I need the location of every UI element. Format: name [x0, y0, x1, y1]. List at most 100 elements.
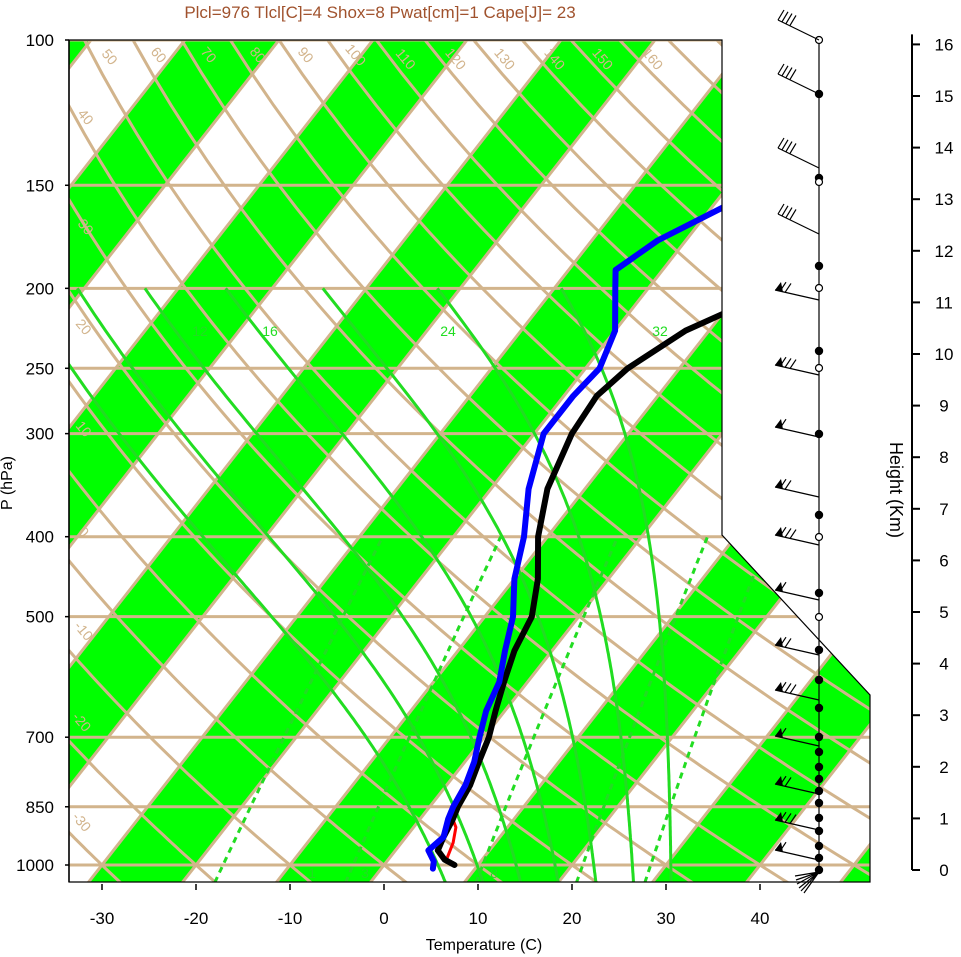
wind-level-open-dot [814, 177, 824, 187]
wind-level-open-dot [814, 283, 824, 293]
isotherm-label: 20 [73, 316, 95, 338]
chart-title: Plcl=976 Tlcl[C]=4 Shox=8 Pwat[cm]=1 Cap… [184, 3, 575, 22]
pressure-tick-label: 1000 [16, 856, 54, 875]
isotherm-line [79, 40, 780, 882]
dry-adiabat [69, 40, 709, 882]
wind-barb-feather [779, 478, 787, 489]
moist-adiabat [321, 287, 598, 882]
wind-barb-feather [779, 775, 787, 786]
height-tick-label: 9 [939, 397, 948, 416]
wind-barb-feather [789, 209, 797, 220]
wind-barb-feather [779, 811, 787, 822]
wind-barb-feather [784, 813, 792, 823]
mixing-ratio-line [213, 536, 384, 882]
temperature-band [644, 40, 870, 882]
moist-adiabat [559, 287, 673, 882]
wind-level-dot [814, 588, 824, 598]
wind-level-dot [814, 346, 824, 356]
wind-level-open-dot [814, 363, 824, 373]
wind-barb-feather [789, 15, 797, 26]
dry-adiabat [158, 40, 870, 882]
wind-barb-feather [789, 359, 797, 369]
dry-adiabat [69, 40, 325, 882]
dry-adiabat [69, 40, 421, 882]
wind-barb-feather [789, 814, 797, 824]
wind-barb-feather [779, 418, 787, 429]
height-tick-label: 0 [939, 861, 948, 880]
parcel-trace [445, 817, 458, 862]
wind-level-dot [814, 774, 824, 784]
isotherm-label: 30 [731, 121, 753, 143]
wind-level-dot [814, 732, 824, 742]
isotherm-line [69, 40, 686, 882]
pressure-tick-label: 150 [26, 176, 54, 195]
dry-adiabat [69, 40, 517, 882]
wind-barb-feather [789, 69, 797, 80]
wind-barb-feather [779, 526, 787, 537]
mixing-ratio-label: 24 [440, 323, 456, 339]
wind-barb-shaft [777, 147, 820, 169]
wind-level-dot [814, 826, 824, 836]
x-tick-label: 0 [379, 909, 388, 928]
x-tick-label: -10 [278, 909, 303, 928]
dry-adiabat [69, 40, 229, 882]
y-axis-title: P (hPa) [0, 456, 16, 510]
wind-barb-feather [781, 11, 789, 23]
dry-adiabat [111, 40, 870, 882]
wind-level-dot [814, 841, 824, 851]
wind-barb-feather [779, 681, 787, 692]
mixing-ratio-line [474, 536, 620, 882]
height-tick-label: 5 [939, 603, 948, 622]
dry-adiabat [206, 40, 870, 882]
x-tick-label: -30 [90, 909, 115, 928]
wind-barb-feather [789, 684, 797, 694]
isotherm-label: 10 [731, 343, 753, 365]
wind-level-open-dot [814, 532, 824, 542]
mixing-ratio-label: 1 [308, 865, 316, 881]
wind-level-dot [814, 798, 824, 808]
pressure-tick-label: 400 [26, 528, 54, 547]
isotherm-label: 10 [753, 541, 775, 563]
moist-adiabat [436, 287, 635, 882]
mixing-ratio-line [575, 536, 709, 882]
pressure-tick-label: 200 [26, 279, 54, 298]
height-tick-label: 12 [935, 242, 954, 261]
dewpoint-trace [425, 40, 870, 872]
mixing-ratio-lines [213, 536, 770, 882]
wind-level-dot [814, 813, 824, 823]
wind-barb-feather [779, 281, 787, 292]
isotherm-line [737, 40, 870, 882]
wind-level-dot [814, 510, 824, 520]
wind-barb-feather [777, 137, 785, 149]
wind-barb-shaft [777, 213, 820, 235]
height-tick-label: 11 [935, 293, 953, 312]
wind-barb-feather [784, 283, 792, 293]
height-tick-label: 16 [935, 35, 954, 54]
isotherm-label: 50 [99, 46, 121, 68]
temperature-trace [434, 40, 870, 868]
wind-barb-feather [789, 529, 797, 539]
moist-adiabat [143, 287, 523, 882]
height-tick-label: 3 [939, 706, 948, 725]
pressure-tick-label: 500 [26, 608, 54, 627]
mixing-ratio-label: 3 [361, 865, 369, 881]
isotherm-label: 90 [295, 44, 317, 66]
height-tick-label: 6 [939, 551, 948, 570]
height-tick-label: 7 [939, 500, 948, 519]
height-tick-label: 13 [935, 190, 954, 209]
isotherm-label: 30 [851, 648, 873, 670]
wind-barb-feather [777, 203, 785, 215]
pressure-tick-label: 300 [26, 425, 54, 444]
isotherm-label: 0 [731, 461, 748, 477]
x-tick-label: 40 [751, 909, 770, 928]
wind-barb-feather [779, 727, 787, 738]
wind-barb-feather [777, 63, 785, 75]
temperature-band [69, 40, 309, 882]
wind-barb-feather [781, 205, 789, 217]
mixing-ratio-labels: 12 16 24 32 3 8 1 [192, 323, 668, 881]
dry-adiabat [300, 40, 870, 882]
isotherm-line [69, 40, 310, 882]
mixing-ratio-line [344, 536, 503, 882]
dry-adiabat [253, 40, 870, 882]
